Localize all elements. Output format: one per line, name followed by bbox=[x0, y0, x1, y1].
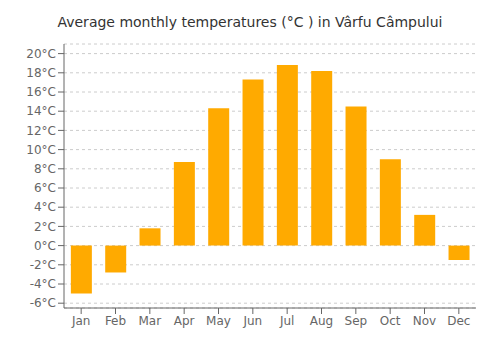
svg-text:0°C: 0°C bbox=[34, 239, 56, 253]
svg-text:6°C: 6°C bbox=[34, 181, 56, 195]
html-text:Average monthly temperatures (: Average monthly temperatures (°C ) in Vâ… bbox=[57, 14, 443, 30]
svg-text:4°C: 4°C bbox=[34, 200, 56, 214]
svg-text:Jan: Jan bbox=[71, 314, 91, 328]
svg-text:Sep: Sep bbox=[345, 314, 368, 328]
svg-text:Mar: Mar bbox=[139, 314, 162, 328]
svg-text:Nov: Nov bbox=[413, 314, 436, 328]
svg-text:Jul: Jul bbox=[279, 314, 294, 328]
svg-text:8°C: 8°C bbox=[34, 162, 56, 176]
svg-text:Aug: Aug bbox=[310, 314, 333, 328]
svg-text:-6°C: -6°C bbox=[30, 296, 56, 310]
svg-text:-4°C: -4°C bbox=[30, 277, 56, 291]
svg-text:Dec: Dec bbox=[447, 314, 470, 328]
svg-text:Oct: Oct bbox=[380, 314, 401, 328]
svg-text:16°C: 16°C bbox=[26, 85, 56, 99]
svg-text:May: May bbox=[206, 314, 231, 328]
svg-text:14°C: 14°C bbox=[26, 104, 56, 118]
svg-text:-2°C: -2°C bbox=[30, 258, 56, 272]
svg-text:10°C: 10°C bbox=[26, 143, 56, 157]
svg-text:12°C: 12°C bbox=[26, 124, 56, 138]
svg-text:18°C: 18°C bbox=[26, 66, 56, 80]
svg-text:Apr: Apr bbox=[174, 314, 195, 328]
svg-text:20°C: 20°C bbox=[26, 47, 56, 61]
svg-text:Feb: Feb bbox=[105, 314, 126, 328]
svg-text:2°C: 2°C bbox=[34, 220, 56, 234]
svg-text:Jun: Jun bbox=[242, 314, 262, 328]
